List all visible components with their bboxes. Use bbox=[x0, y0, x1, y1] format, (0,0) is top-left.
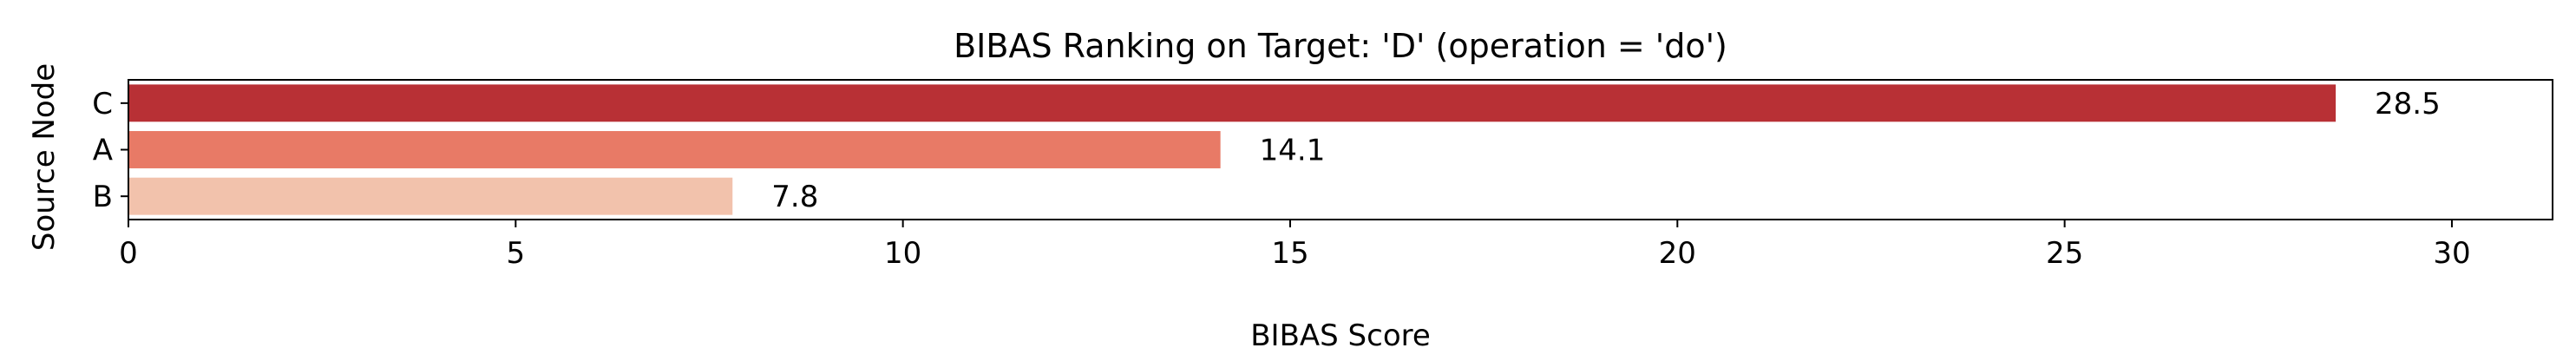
value-label-A: 14.1 bbox=[1260, 134, 1326, 168]
y-axis-label: Source Node bbox=[27, 63, 62, 251]
bar-C bbox=[128, 84, 2337, 122]
x-tick-label-20: 20 bbox=[1659, 236, 1696, 271]
bar-A bbox=[128, 131, 1221, 168]
bar-B bbox=[128, 177, 733, 215]
chart-title: BIBAS Ranking on Target: 'D' (operation … bbox=[954, 27, 1727, 65]
x-tick-label-25: 25 bbox=[2046, 236, 2083, 271]
y-tick-label-A: A bbox=[93, 134, 113, 168]
y-axis-ticks: CAB bbox=[92, 87, 128, 214]
bars-layer bbox=[128, 84, 2337, 215]
x-tick-label-10: 10 bbox=[884, 236, 921, 271]
y-tick-label-C: C bbox=[92, 87, 113, 121]
x-tick-label-5: 5 bbox=[507, 236, 526, 271]
x-axis-label: BIBAS Score bbox=[1250, 318, 1431, 353]
value-label-C: 28.5 bbox=[2375, 87, 2441, 121]
x-axis-ticks: 0 5 10 15 20 25 30 bbox=[119, 220, 2471, 271]
value-label-B: 7.8 bbox=[771, 180, 818, 214]
x-tick-label-15: 15 bbox=[1271, 236, 1308, 271]
value-labels-layer: 28.5 14.1 7.8 bbox=[771, 87, 2440, 214]
x-tick-label-30: 30 bbox=[2433, 236, 2470, 271]
x-tick-label-0: 0 bbox=[119, 236, 138, 271]
y-tick-label-B: B bbox=[93, 180, 113, 214]
